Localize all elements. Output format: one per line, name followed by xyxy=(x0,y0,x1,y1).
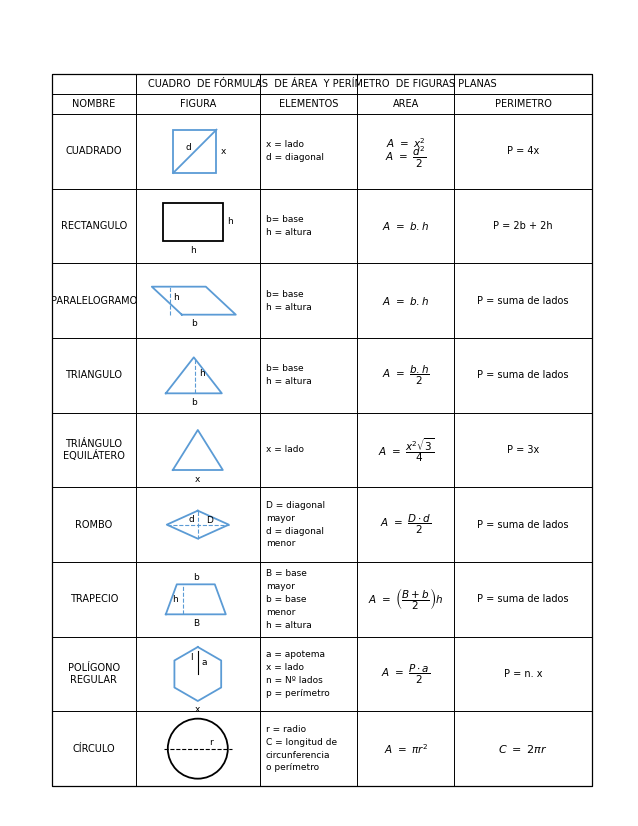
Text: AREA: AREA xyxy=(392,99,419,109)
Text: PARALELOGRAMO: PARALELOGRAMO xyxy=(51,296,137,306)
Text: r = radio
C = longitud de
circunferencia
o perímetro: r = radio C = longitud de circunferencia… xyxy=(266,725,337,772)
Text: $A\ =\ x^2$: $A\ =\ x^2$ xyxy=(386,136,426,150)
Text: b: b xyxy=(191,319,197,328)
Bar xyxy=(173,130,216,173)
Text: D: D xyxy=(206,516,212,525)
Text: CUADRADO: CUADRADO xyxy=(66,146,122,156)
Text: a: a xyxy=(202,657,207,667)
Text: CUADRO  DE FÓRMULAS  DE ÁREA  Y PERÍMETRO  DE FIGURAS PLANAS: CUADRO DE FÓRMULAS DE ÁREA Y PERÍMETRO D… xyxy=(147,79,496,89)
Text: $A\ =\ \dfrac{d^2}{2}$: $A\ =\ \dfrac{d^2}{2}$ xyxy=(385,145,426,170)
Text: RECTANGULO: RECTANGULO xyxy=(61,221,127,231)
Text: P = suma de lados: P = suma de lados xyxy=(477,595,569,605)
Text: d: d xyxy=(188,515,194,525)
Text: POLÍGONO
REGULAR: POLÍGONO REGULAR xyxy=(68,663,120,685)
Text: $A\ =\ \dfrac{P \cdot a}{2}$: $A\ =\ \dfrac{P \cdot a}{2}$ xyxy=(381,662,430,686)
Text: x = lado: x = lado xyxy=(266,445,304,454)
Text: d: d xyxy=(186,143,191,152)
Text: $A\ =\ b.h$: $A\ =\ b.h$ xyxy=(382,220,429,232)
Text: b= base
h = altura: b= base h = altura xyxy=(266,290,311,311)
Text: CÍRCULO: CÍRCULO xyxy=(73,743,115,753)
Text: h: h xyxy=(199,369,205,377)
Text: h: h xyxy=(173,293,179,302)
Text: FIGURA: FIGURA xyxy=(180,99,216,109)
Text: B: B xyxy=(193,619,199,628)
Text: x: x xyxy=(221,147,226,156)
Text: h: h xyxy=(226,217,232,226)
Text: P = suma de lados: P = suma de lados xyxy=(477,520,569,529)
Bar xyxy=(52,74,592,786)
Text: PERIMETRO: PERIMETRO xyxy=(494,99,552,109)
Text: $A\ =\ \dfrac{x^2\sqrt{3}}{4}$: $A\ =\ \dfrac{x^2\sqrt{3}}{4}$ xyxy=(378,436,434,464)
Text: $A\ =\ \pi r^2$: $A\ =\ \pi r^2$ xyxy=(383,742,427,756)
Text: NOMBRE: NOMBRE xyxy=(72,99,115,109)
Text: P = 3x: P = 3x xyxy=(507,445,539,455)
Text: P = 4x: P = 4x xyxy=(507,146,539,156)
Text: TRAPECIO: TRAPECIO xyxy=(70,595,118,605)
Text: h: h xyxy=(172,595,178,604)
Text: b: b xyxy=(191,398,197,407)
Text: ELEMENTOS: ELEMENTOS xyxy=(279,99,338,109)
Text: $C\ =\ 2\pi r$: $C\ =\ 2\pi r$ xyxy=(498,743,548,755)
Text: b= base
h = altura: b= base h = altura xyxy=(266,215,311,237)
Text: b= base
h = altura: b= base h = altura xyxy=(266,364,311,387)
Text: ROMBO: ROMBO xyxy=(75,520,112,529)
Text: a = apotema
x = lado
n = Nº lados
p = perímetro: a = apotema x = lado n = Nº lados p = pe… xyxy=(266,650,330,698)
Text: TRIANGULO: TRIANGULO xyxy=(65,370,122,380)
Text: D = diagonal
mayor
d = diagonal
menor: D = diagonal mayor d = diagonal menor xyxy=(266,501,325,548)
Text: x: x xyxy=(195,474,200,483)
Text: $A\ =\ \dfrac{D \cdot d}{2}$: $A\ =\ \dfrac{D \cdot d}{2}$ xyxy=(380,513,431,536)
Text: P = n. x: P = n. x xyxy=(504,669,542,679)
Text: $A\ =\ \left(\dfrac{B+b}{2}\right)h$: $A\ =\ \left(\dfrac{B+b}{2}\right)h$ xyxy=(368,586,443,612)
Text: B = base
mayor
b = base
menor
h = altura: B = base mayor b = base menor h = altura xyxy=(266,569,311,629)
Text: P = suma de lados: P = suma de lados xyxy=(477,296,569,306)
Text: x: x xyxy=(195,705,200,714)
Text: r: r xyxy=(209,738,213,748)
Text: P = 2b + 2h: P = 2b + 2h xyxy=(493,221,553,231)
Bar xyxy=(163,202,223,241)
Text: $A\ =\ b.h$: $A\ =\ b.h$ xyxy=(382,295,429,306)
Text: P = suma de lados: P = suma de lados xyxy=(477,370,569,380)
Text: $A\ =\ \dfrac{b.h}{2}$: $A\ =\ \dfrac{b.h}{2}$ xyxy=(382,363,429,387)
Text: h: h xyxy=(190,246,196,255)
Text: b: b xyxy=(193,573,198,582)
Text: x = lado
d = diagonal: x = lado d = diagonal xyxy=(266,140,324,162)
Text: l: l xyxy=(190,653,193,662)
Text: TRIÁNGULO
EQUILÁTERO: TRIÁNGULO EQUILÁTERO xyxy=(63,439,125,462)
